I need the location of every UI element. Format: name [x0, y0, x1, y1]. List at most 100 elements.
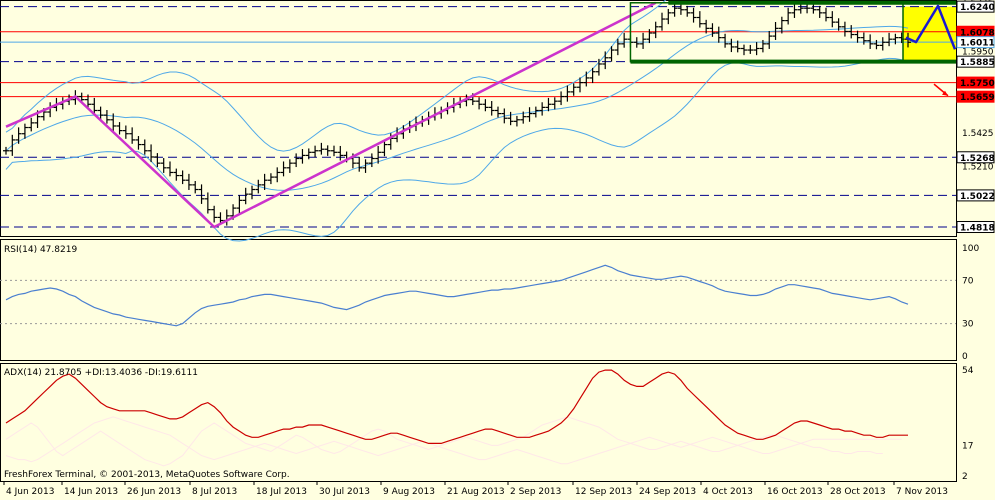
price-bar	[892, 33, 899, 45]
price-bar	[3, 146, 9, 155]
rsi-line	[5, 264, 909, 327]
price-bar	[614, 38, 621, 56]
price-bar	[621, 32, 628, 48]
price-bar	[198, 184, 205, 204]
price-bar	[722, 33, 729, 48]
price-bar	[324, 145, 331, 156]
rsi-axis-tick: 30	[962, 320, 974, 330]
price-bar	[91, 97, 98, 115]
price-axis-tick: 1.5950	[962, 48, 994, 58]
price-bar	[684, 5, 691, 17]
price-bar	[690, 7, 697, 23]
time-tick-label: 4 Oct 2013	[703, 487, 753, 497]
price-bar	[375, 145, 382, 164]
price-bar	[167, 161, 173, 177]
level-tag: 1.5885	[956, 55, 995, 68]
price-bar	[368, 153, 375, 168]
adx-panel: 54 17 2	[5, 366, 974, 482]
price-bar	[551, 97, 558, 110]
price-bar	[204, 192, 211, 214]
price-bar	[873, 39, 880, 50]
time-tick-label: 12 Sep 2013	[575, 487, 632, 497]
svg-text:1.5750: 1.5750	[960, 79, 995, 89]
price-bar	[804, 3, 811, 14]
price-bar	[602, 51, 609, 70]
rsi-axis-tick: 100	[962, 244, 979, 254]
price-bar	[659, 12, 665, 31]
price-bar	[608, 46, 615, 62]
price-bar	[286, 159, 293, 173]
adx-axis-tick: 54	[962, 366, 974, 376]
price-bar	[766, 30, 773, 49]
price-panel-frame	[0, 0, 957, 237]
price-bar	[564, 85, 571, 102]
svg-text:1.5885: 1.5885	[960, 58, 995, 68]
price-bar	[488, 101, 495, 116]
adx-axis-tick: 17	[962, 441, 973, 451]
price-bar	[21, 123, 28, 139]
price-bar	[583, 71, 590, 87]
level-tag: 1.6011	[956, 36, 995, 49]
price-bar	[154, 153, 161, 168]
price-bar	[15, 127, 22, 144]
price-bar	[646, 29, 653, 44]
level-tag: 1.5659	[956, 90, 995, 103]
price-bar	[772, 21, 779, 40]
forecast-wave	[905, 4, 957, 50]
price-bar	[520, 111, 527, 124]
time-tick-label: 26 Jun 2013	[127, 487, 181, 497]
price-bar	[267, 173, 274, 185]
price-bar	[854, 30, 861, 43]
time-tick-label: 8 Jul 2013	[192, 487, 237, 497]
price-bar	[173, 168, 180, 181]
time-tick-label: 4 Jun 2013	[6, 487, 54, 497]
price-bar	[539, 102, 546, 116]
time-tick-label: 24 Sep 2013	[639, 487, 696, 497]
price-bar	[652, 21, 659, 39]
time-tick-label: 16 Oct 2013	[767, 487, 823, 497]
level-tag: 1.4818	[956, 221, 995, 234]
price-bar	[513, 115, 520, 127]
price-panel: 1.63751.59501.56401.54251.52101.62401.60…	[0, 0, 995, 242]
price-bar	[185, 173, 192, 190]
price-bar	[160, 158, 167, 173]
price-bar	[570, 83, 577, 96]
price-bar	[331, 145, 337, 157]
time-tick-label: 21 Aug 2013	[447, 487, 505, 497]
svg-text:1.6011: 1.6011	[960, 39, 995, 49]
bollinger-lower	[5, 57, 909, 242]
time-tick-label: 28 Oct 2013	[830, 487, 886, 497]
price-bar	[778, 16, 785, 34]
price-bar	[841, 21, 848, 37]
price-bar	[747, 44, 754, 54]
time-tick-label: 30 Jul 2013	[319, 487, 370, 497]
rsi-axis-tick: 70	[962, 276, 974, 286]
price-bar	[476, 97, 483, 110]
price-bar	[715, 26, 722, 43]
price-bar	[671, 3, 678, 17]
time-tick-label: 14 Jun 2013	[64, 487, 118, 497]
price-bar	[860, 32, 867, 45]
price-bar	[255, 179, 262, 194]
price-bar	[249, 185, 255, 200]
rsi-title: RSI(14) 47.8219	[4, 245, 77, 255]
price-bar	[797, 4, 804, 14]
copyright-footer: FreshForex Terminal, © 2001-2013, MetaQu…	[4, 470, 290, 480]
price-bar	[356, 156, 363, 172]
price-bar	[97, 106, 104, 121]
svg-text:1.4818: 1.4818	[960, 224, 995, 234]
price-bar	[223, 209, 230, 226]
bollinger-upper	[5, 0, 667, 152]
plus-di-line	[5, 416, 883, 467]
price-bar	[879, 37, 886, 51]
rsi-panel: 100 70 30 0	[0, 244, 979, 362]
price-axis-tick: 1.5425	[962, 129, 994, 139]
time-axis: 4 Jun 2013 14 Jun 2013 26 Jun 2013 8 Jul 20…	[3, 481, 948, 497]
rsi-panel-frame	[0, 239, 957, 361]
time-tick-label: 18 Jul 2013	[256, 487, 307, 497]
price-bar	[299, 149, 306, 164]
price-bar	[823, 7, 829, 22]
price-bar	[665, 8, 672, 25]
level-tag: 1.5268	[956, 151, 995, 164]
